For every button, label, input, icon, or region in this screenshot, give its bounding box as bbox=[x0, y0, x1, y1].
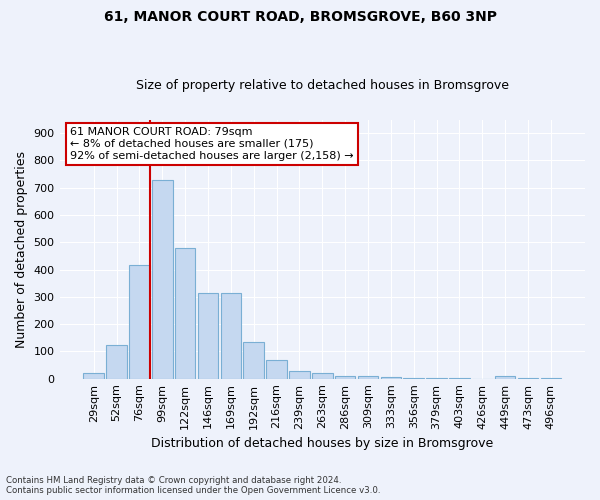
Bar bbox=[289, 371, 310, 378]
Bar bbox=[175, 248, 196, 378]
Y-axis label: Number of detached properties: Number of detached properties bbox=[15, 150, 28, 348]
Text: 61, MANOR COURT ROAD, BROMSGROVE, B60 3NP: 61, MANOR COURT ROAD, BROMSGROVE, B60 3N… bbox=[104, 10, 497, 24]
Bar bbox=[106, 346, 127, 378]
Bar bbox=[152, 180, 173, 378]
Bar bbox=[312, 372, 332, 378]
Bar bbox=[244, 342, 264, 378]
Bar bbox=[129, 264, 150, 378]
Text: 61 MANOR COURT ROAD: 79sqm
← 8% of detached houses are smaller (175)
92% of semi: 61 MANOR COURT ROAD: 79sqm ← 8% of detac… bbox=[70, 128, 353, 160]
Title: Size of property relative to detached houses in Bromsgrove: Size of property relative to detached ho… bbox=[136, 79, 509, 92]
Bar bbox=[335, 376, 355, 378]
Bar bbox=[198, 293, 218, 378]
Text: Contains HM Land Registry data © Crown copyright and database right 2024.
Contai: Contains HM Land Registry data © Crown c… bbox=[6, 476, 380, 495]
Bar bbox=[221, 293, 241, 378]
Bar bbox=[83, 373, 104, 378]
Bar bbox=[266, 360, 287, 378]
Bar bbox=[358, 376, 378, 378]
X-axis label: Distribution of detached houses by size in Bromsgrove: Distribution of detached houses by size … bbox=[151, 437, 493, 450]
Bar bbox=[495, 376, 515, 378]
